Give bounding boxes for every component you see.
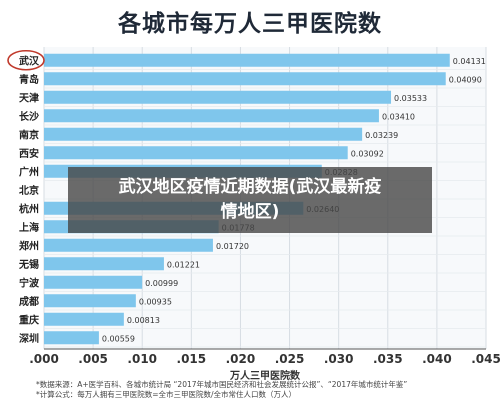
highlight-circle (7, 49, 45, 71)
category-label: 西安 (19, 147, 39, 160)
headline-text: 武汉地区疫情近期数据(武汉最新疫 情地区) (85, 175, 415, 225)
data-label: 0.01221 (167, 260, 200, 269)
category-label: 成都 (19, 295, 39, 308)
category-label: 武汉 (19, 54, 40, 67)
x-tick-label: .000 (29, 352, 59, 366)
category-label: 北京 (19, 184, 39, 197)
category-label: 郑州 (19, 239, 39, 252)
bar (44, 127, 363, 141)
headline-line-2: 情地区) (220, 202, 280, 222)
x-tick-label: .025 (275, 352, 305, 366)
category-label: 深圳 (19, 332, 39, 345)
bar (44, 146, 348, 160)
x-tick-label: .035 (373, 352, 403, 366)
data-label: 0.01720 (216, 242, 249, 251)
formula-text: *计算公式：每万人拥有三甲医院数=全市三甲医院数/全市常住人口数（万人） (36, 390, 297, 399)
category-label: 长沙 (19, 110, 39, 123)
x-tick-label: .045 (471, 352, 500, 366)
x-tick-label: .030 (324, 352, 354, 366)
x-tick-label: .040 (422, 352, 452, 366)
headline-overlay: 武汉地区疫情近期数据(武汉最新疫 情地区) (68, 167, 432, 233)
data-label: 0.00935 (139, 297, 172, 306)
source-note: *数据来源：A+医学百科、各城市统计局 “2017年城市国民经济和社会发展统计公… (36, 380, 496, 400)
headline-line-1: 武汉地区疫情近期数据(武汉最新疫 (118, 177, 382, 197)
category-label: 无锡 (18, 258, 39, 271)
category-label: 广州 (19, 165, 39, 178)
category-label: 重庆 (19, 313, 39, 326)
category-label: 上海 (19, 221, 39, 234)
chart-title: 各城市每万人三甲医院数 (118, 11, 382, 37)
bar (44, 72, 446, 86)
bar (44, 275, 143, 289)
category-label: 天津 (19, 91, 39, 104)
data-label: 0.03092 (351, 149, 384, 158)
data-label: 0.00559 (102, 334, 135, 343)
data-label: 0.04090 (449, 75, 482, 84)
category-label: 宁波 (19, 276, 40, 289)
bar (44, 294, 136, 308)
data-label: 0.04131 (453, 57, 486, 66)
source-text: *数据来源：A+医学百科、各城市统计局 “2017年城市国民经济和社会发展统计公… (36, 380, 408, 389)
data-label: 0.03410 (382, 112, 415, 121)
x-tick-label: .005 (78, 352, 108, 366)
x-tick-label: .020 (226, 352, 256, 366)
bar (44, 257, 164, 271)
data-label: 0.00999 (145, 279, 178, 288)
x-axis-title: 万人三甲医院数 (229, 369, 301, 382)
data-label: 0.03239 (365, 131, 398, 140)
category-label: 青岛 (19, 73, 39, 86)
bar (44, 109, 379, 123)
bar (44, 312, 124, 326)
x-tick-label: .015 (177, 352, 207, 366)
x-tick-label: .010 (127, 352, 157, 366)
bar (44, 90, 392, 104)
data-label: 0.03533 (394, 94, 427, 103)
category-label: 杭州 (19, 202, 39, 215)
bar (44, 238, 213, 252)
bar (44, 331, 99, 345)
data-label: 0.00813 (127, 316, 160, 325)
bar (44, 53, 450, 67)
category-label: 南京 (19, 128, 39, 141)
